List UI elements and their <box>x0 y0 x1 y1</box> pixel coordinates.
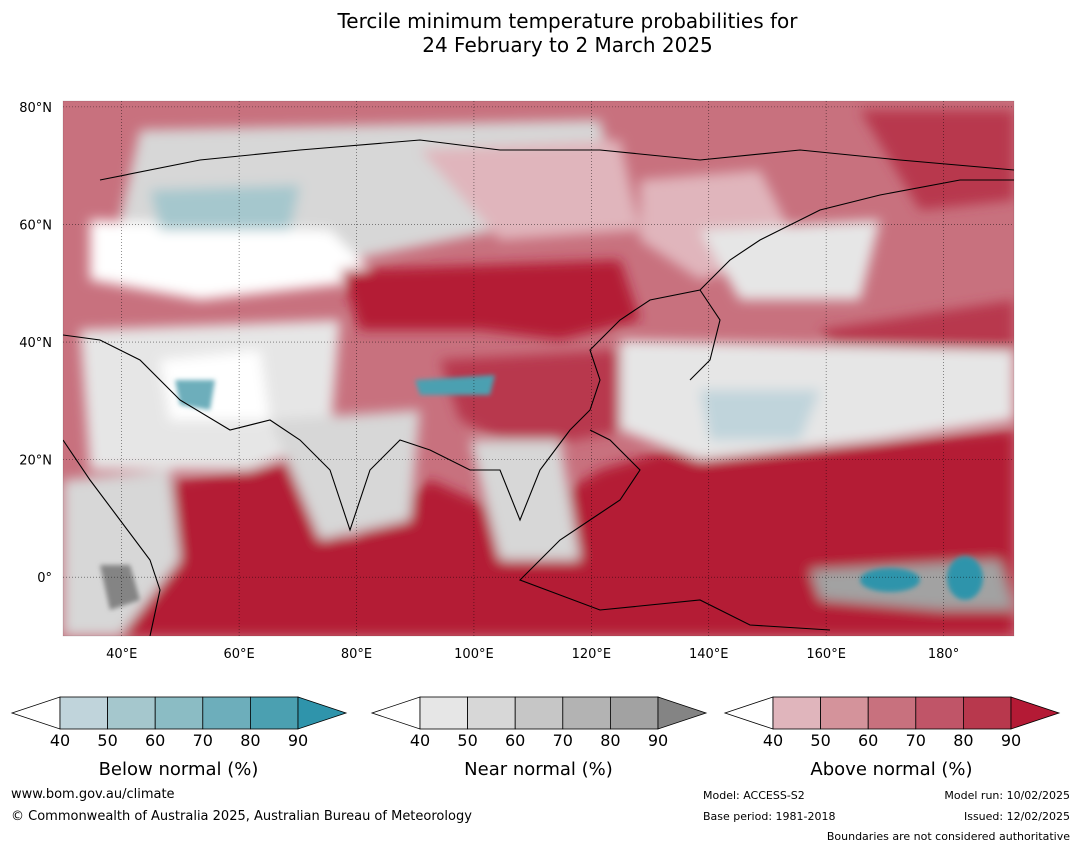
model-text: Model: ACCESS-S2 <box>703 789 805 802</box>
colorbar-tick-label: 90 <box>1000 731 1022 750</box>
lat-label: 0° <box>37 571 52 586</box>
colorbar-swatch <box>867 696 917 730</box>
colorbar-swatch <box>467 696 516 730</box>
lat-label: 40°N <box>19 336 52 351</box>
lat-label: 60°N <box>19 218 52 233</box>
colorbar-tick-label: 70 <box>192 731 213 750</box>
lat-label: 80°N <box>19 101 52 116</box>
lon-label: 140°E <box>689 647 729 662</box>
lon-label: 180° <box>928 647 959 662</box>
colorbar-swatch <box>514 696 564 730</box>
colorbar-tick-label: 70 <box>905 731 926 750</box>
colorbar-near-normal <box>370 696 708 730</box>
colorbar-tick-label: 60 <box>858 731 879 750</box>
colorbar-swatch <box>154 696 204 730</box>
lon-label: 60°E <box>223 647 254 662</box>
colorbar-label-above: Above normal (%) <box>810 759 973 780</box>
model-run-text: Model run: 10/02/2025 <box>944 789 1070 802</box>
colorbar-tick-label: 50 <box>457 731 478 750</box>
colorbar-tick-label: 40 <box>49 731 71 750</box>
colorbar-tick-label: 40 <box>762 731 784 750</box>
colorbar-swatch <box>107 696 156 730</box>
map-field <box>63 101 1014 636</box>
colorbar-swatch <box>609 696 659 730</box>
base-period-text: Base period: 1981-2018 <box>703 810 836 823</box>
colorbar-below-normal <box>10 696 348 730</box>
lon-label: 40°E <box>106 647 137 662</box>
colorbar-label-near: Near normal (%) <box>464 759 613 780</box>
copyright-text: © Commonwealth of Australia 2025, Austra… <box>11 809 472 824</box>
website-text: www.bom.gov.au/climate <box>11 787 175 802</box>
colorbar-tick-label: 50 <box>810 731 831 750</box>
map-title-line1: Tercile minimum temperature probabilitie… <box>337 9 798 33</box>
colorbar-swatch <box>962 696 1012 730</box>
lat-label: 20°N <box>19 454 52 469</box>
colorbar-swatch <box>820 696 869 730</box>
colorbar-swatch <box>249 696 299 730</box>
colorbar-tick-label: 70 <box>552 731 573 750</box>
colorbar-tick-label: 50 <box>97 731 118 750</box>
lon-label: 120°E <box>572 647 612 662</box>
colorbar-swatch <box>419 696 468 730</box>
colorbar-tick-label: 40 <box>409 731 431 750</box>
colorbar-tick-label: 60 <box>505 731 526 750</box>
colorbar-extend-high <box>297 696 348 730</box>
colorbar-tick-label: 80 <box>953 731 974 750</box>
colorbar-swatch <box>915 696 964 730</box>
colorbar-swatch <box>59 696 108 730</box>
colorbar-swatch <box>772 696 821 730</box>
lon-label: 80°E <box>341 647 372 662</box>
colorbar-label-below: Below normal (%) <box>98 759 259 780</box>
lon-label: 100°E <box>454 647 494 662</box>
colorbar-extend-low <box>370 696 421 730</box>
colorbar-tick-label: 80 <box>240 731 261 750</box>
colorbar-extend-high <box>1010 696 1061 730</box>
colorbar-extend-high <box>657 696 708 730</box>
colorbar-tick-label: 90 <box>647 731 669 750</box>
colorbar-extend-low <box>723 696 774 730</box>
colorbar-tick-label: 80 <box>600 731 621 750</box>
lon-label: 160°E <box>806 647 846 662</box>
colorbar-swatch <box>202 696 251 730</box>
colorbar-extend-low <box>10 696 61 730</box>
colorbar-swatch <box>562 696 611 730</box>
disclaimer-text: Boundaries are not considered authoritat… <box>826 830 1070 843</box>
colorbar-above-normal <box>723 696 1061 730</box>
colorbar-tick-label: 60 <box>145 731 166 750</box>
colorbar-tick-label: 90 <box>287 731 309 750</box>
issued-text: Issued: 12/02/2025 <box>963 810 1070 823</box>
forecast-map: 80°N 60°N 40°N 20°N 0° 40°E 60°E 80°E 100°E 120°… <box>19 100 1015 662</box>
map-title-line2: 24 February to 2 March 2025 <box>422 33 713 57</box>
